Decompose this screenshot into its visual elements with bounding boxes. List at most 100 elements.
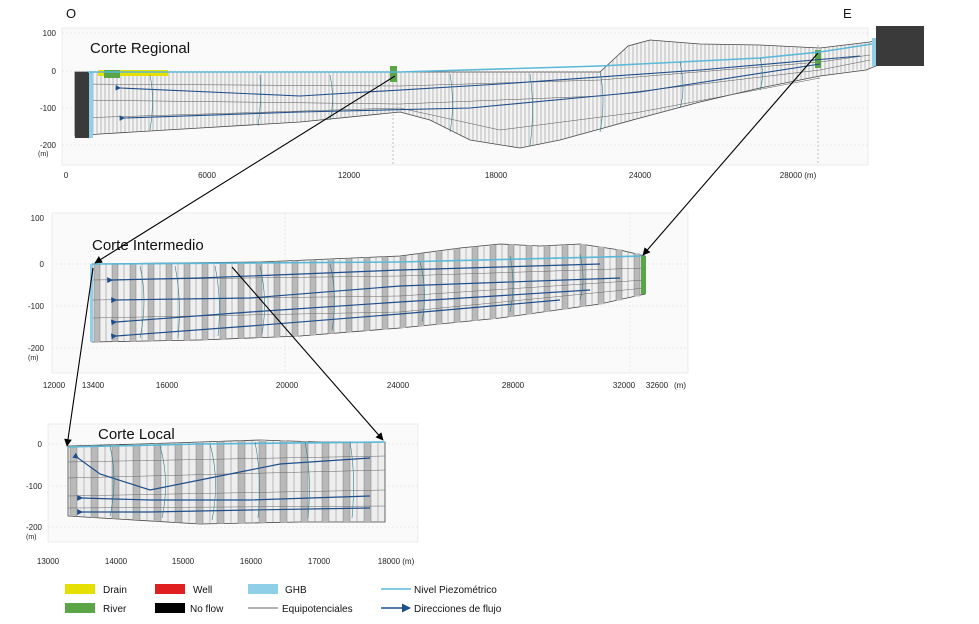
shaded-cell-column bbox=[196, 442, 203, 524]
shaded-cell-column bbox=[544, 245, 550, 312]
shaded-cell-column bbox=[238, 440, 245, 524]
intermedio-flow-lines bbox=[107, 263, 621, 340]
shaded-cell-column bbox=[454, 248, 460, 323]
shaded-cell-column bbox=[175, 442, 182, 523]
legend-well-label: Well bbox=[193, 585, 212, 596]
intermedio-x-tick: 20000 bbox=[276, 381, 299, 390]
shaded-cell-column bbox=[328, 259, 334, 334]
regional-x-tick: 0 bbox=[64, 171, 69, 180]
shaded-cell-column bbox=[70, 445, 77, 517]
ghb-west-boundary bbox=[89, 72, 93, 138]
legend: Drain River Well No flow GHB Equipotenci… bbox=[65, 584, 502, 615]
shaded-cell-column bbox=[598, 246, 604, 305]
intermedio-x-tick: 13400 bbox=[82, 381, 105, 390]
legend-well-swatch bbox=[155, 584, 185, 594]
ghb-west-boundary bbox=[90, 264, 93, 342]
local-y-tick: -100 bbox=[26, 482, 43, 491]
shaded-cell-column bbox=[130, 263, 136, 342]
shaded-cell-column bbox=[220, 262, 226, 340]
local-x-tick: 17000 bbox=[308, 557, 331, 566]
shaded-cell-column bbox=[526, 245, 532, 315]
river-cells-mid bbox=[390, 66, 397, 82]
legend-river-swatch bbox=[65, 603, 95, 613]
regional-y-unit: (m) bbox=[38, 151, 49, 158]
shaded-cell-column bbox=[616, 249, 622, 301]
shaded-cell-column bbox=[436, 251, 442, 325]
regional-x-tick: 12000 bbox=[338, 171, 361, 180]
legend-ghb-swatch bbox=[248, 584, 278, 594]
local-panel: 0 -100 -200 (m) 13000 14000 15000 16000 … bbox=[26, 423, 419, 566]
shaded-cell-column bbox=[634, 253, 640, 297]
shaded-cell-column bbox=[166, 263, 172, 341]
shaded-cell-column bbox=[310, 259, 316, 336]
ghb-east-boundary bbox=[872, 38, 876, 66]
river-cells-east bbox=[641, 256, 646, 294]
local-equipotentials bbox=[109, 441, 354, 521]
shaded-cell-column bbox=[259, 440, 266, 523]
regional-y-tick: 0 bbox=[52, 67, 57, 76]
local-x-tick: 14000 bbox=[105, 557, 128, 566]
intermedio-y-tick: 100 bbox=[31, 214, 45, 223]
shaded-cell-column bbox=[238, 262, 244, 339]
zoom-connectors bbox=[64, 52, 819, 447]
no-flow-west-boundary bbox=[75, 72, 89, 138]
shaded-cell-column bbox=[301, 441, 308, 522]
intermedio-equipotentials bbox=[139, 253, 584, 339]
shaded-cell-column bbox=[148, 263, 154, 341]
shaded-cell-column bbox=[112, 263, 118, 342]
shaded-cell-column bbox=[343, 442, 350, 522]
intermedio-x-tick: 32000 bbox=[613, 381, 636, 390]
regional-title: Corte Regional bbox=[90, 40, 190, 57]
no-flow-east-boundary bbox=[876, 26, 924, 66]
regional-y-tick: 100 bbox=[43, 29, 57, 38]
regional-x-tick: 18000 bbox=[485, 171, 508, 180]
local-title: Corte Local bbox=[98, 426, 175, 443]
zoom-arrow bbox=[94, 75, 396, 264]
local-y-tick: -200 bbox=[26, 523, 43, 532]
legend-no-flow-label: No flow bbox=[190, 604, 224, 615]
intermedio-x-tick: 24000 bbox=[387, 381, 410, 390]
intermedio-y-tick: 0 bbox=[40, 260, 45, 269]
regional-x-tick: 24000 bbox=[629, 171, 652, 180]
shaded-cell-column bbox=[133, 444, 140, 520]
shaded-cell-column bbox=[364, 257, 370, 331]
regional-equipotentials bbox=[149, 57, 763, 147]
intermedio-x-tick: 16000 bbox=[156, 381, 179, 390]
intermedio-x-tick: 12000 bbox=[43, 381, 66, 390]
shaded-cell-column bbox=[154, 443, 161, 522]
local-cell-grid bbox=[69, 440, 379, 524]
shaded-cell-column bbox=[562, 244, 568, 310]
shaded-cell-column bbox=[91, 445, 98, 518]
local-flow-lines bbox=[72, 452, 371, 515]
legend-equipotential-label: Equipotenciales bbox=[282, 604, 353, 615]
shaded-cell-column bbox=[112, 444, 119, 519]
shaded-cell-column bbox=[274, 261, 280, 338]
east-label: E bbox=[843, 6, 852, 21]
intermedio-title: Corte Intermedio bbox=[92, 237, 204, 254]
local-x-tick: 16000 bbox=[240, 557, 263, 566]
shaded-cell-column bbox=[418, 253, 424, 327]
intermedio-x-unit: (m) bbox=[674, 381, 686, 390]
local-x-tick: 15000 bbox=[172, 557, 195, 566]
shaded-cell-column bbox=[184, 262, 190, 341]
intermedio-piezometric-level bbox=[91, 255, 643, 265]
intermedio-y-tick: -100 bbox=[28, 302, 45, 311]
river-cells-west bbox=[104, 70, 120, 78]
shaded-cell-column bbox=[490, 245, 496, 319]
shaded-cell-column bbox=[256, 262, 262, 338]
shaded-cell-column bbox=[346, 258, 352, 333]
shaded-cell-column bbox=[217, 441, 224, 524]
shaded-cell-column bbox=[400, 256, 406, 328]
shaded-cell-column bbox=[202, 262, 208, 340]
regional-y-tick: -100 bbox=[40, 104, 57, 113]
legend-flow-label: Direcciones de flujo bbox=[414, 604, 502, 615]
river-cells-east bbox=[815, 50, 821, 68]
zoom-arrow bbox=[642, 52, 819, 256]
local-piezometric-level bbox=[67, 441, 386, 448]
shaded-cell-column bbox=[382, 256, 388, 330]
intermedio-x-tick: 28000 bbox=[502, 381, 525, 390]
local-y-tick: 0 bbox=[38, 440, 43, 449]
zoom-arrow bbox=[231, 266, 384, 441]
regional-x-tick: 28000 (m) bbox=[780, 171, 817, 180]
